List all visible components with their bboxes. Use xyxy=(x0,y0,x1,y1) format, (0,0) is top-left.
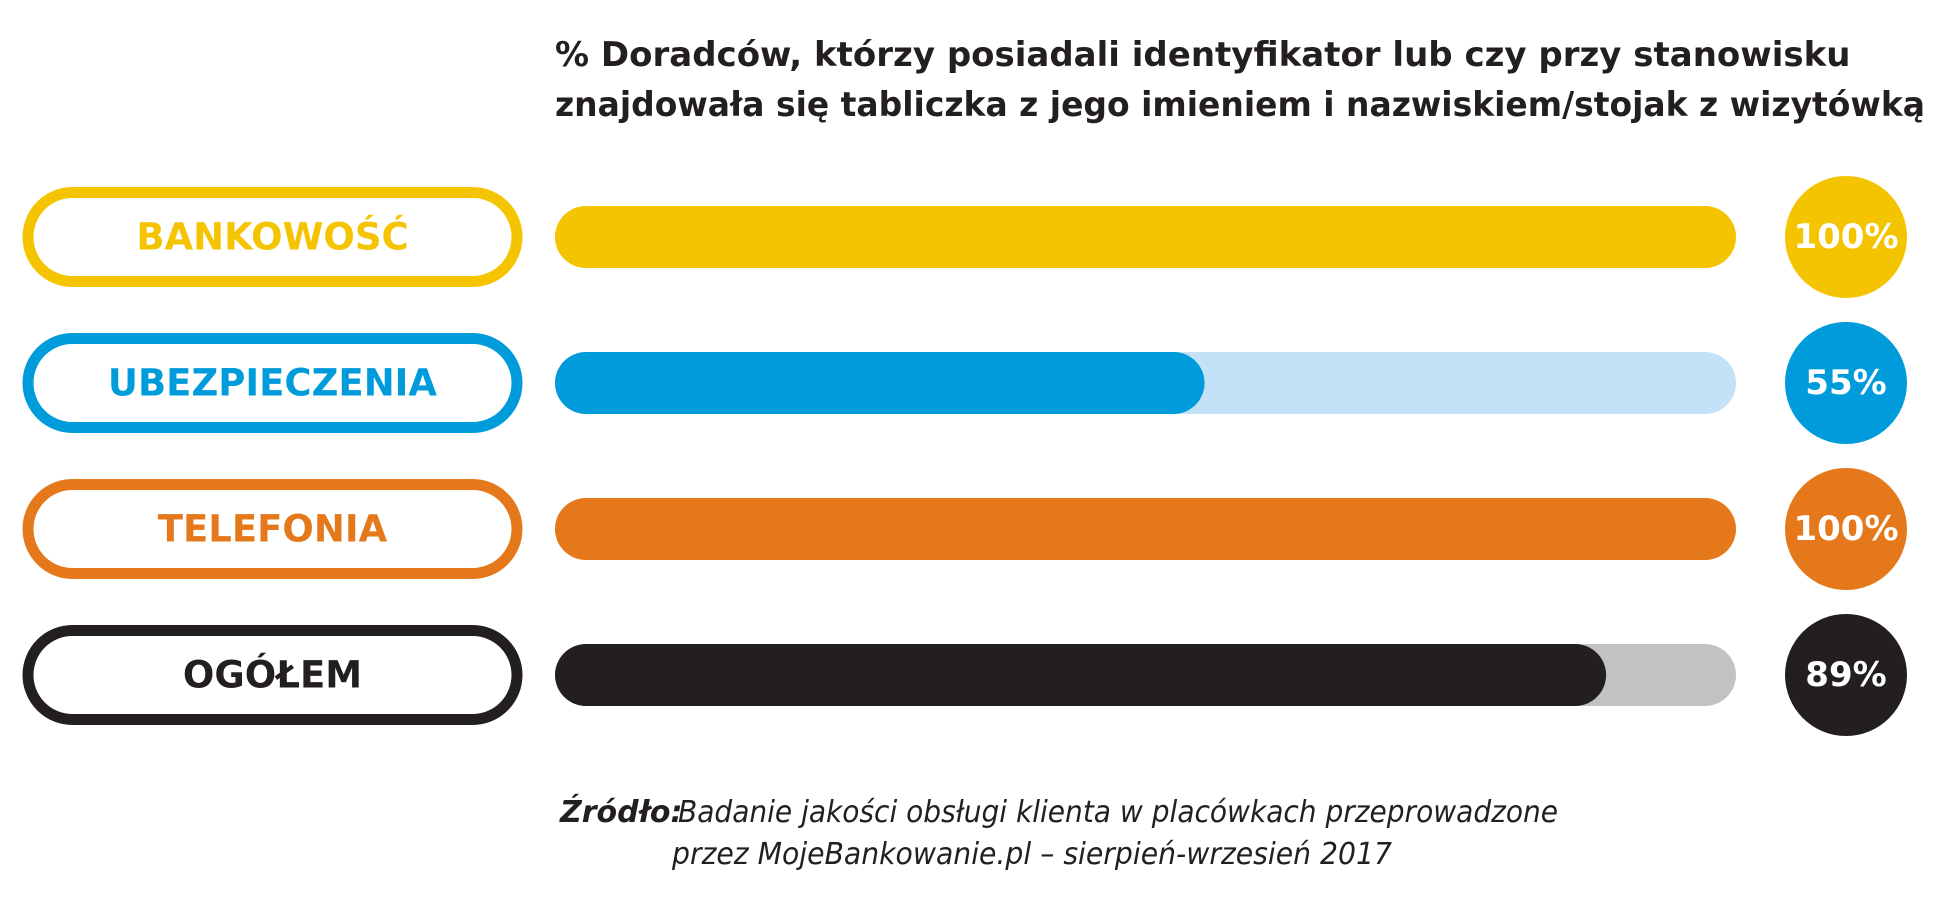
bar-ubezpieczenia xyxy=(555,352,1205,414)
source-line-2: przez MojeBankowanie.pl – sierpień-wrzes… xyxy=(671,837,1392,872)
bar-row-ubezpieczenia: UBEZPIECZENIA 55% xyxy=(22,322,1907,444)
category-label-bankowosc: BANKOWOŚĆ xyxy=(136,215,408,259)
value-circle-bankowosc xyxy=(1785,176,1907,298)
bar-bankowosc xyxy=(555,206,1736,268)
value-label-ogolem: 89% xyxy=(1805,655,1886,695)
value-circle-ubezpieczenia xyxy=(1785,322,1907,444)
category-label-telefonia: TELEFONIA xyxy=(158,508,388,551)
bar-row-telefonia: TELEFONIA 100% xyxy=(22,468,1907,590)
value-circle-telefonia xyxy=(1785,468,1907,590)
category-pill-telefonia xyxy=(22,479,523,579)
bar-ogolem xyxy=(555,644,1607,706)
category-pill-ubezpieczenia xyxy=(22,333,523,433)
chart-title-line-1: % Doradców, którzy posiadali identyfikat… xyxy=(555,35,1850,75)
category-pill-ogolem xyxy=(22,625,523,725)
bar-row-bankowosc: BANKOWOŚĆ 100% xyxy=(22,176,1907,298)
bar-telefonia xyxy=(555,498,1736,560)
bar-rows: BANKOWOŚĆ 100% UBEZPIECZENIA 55% TELEFONIA 10… xyxy=(22,176,1907,736)
category-label-ubezpieczenia: UBEZPIECZENIA xyxy=(108,362,437,405)
category-label-ogolem: OGÓŁEM xyxy=(183,653,362,697)
value-label-ubezpieczenia: 55% xyxy=(1805,363,1886,403)
value-label-telefonia: 100% xyxy=(1793,509,1898,549)
bar-row-ogolem: OGÓŁEM 89% xyxy=(22,614,1907,736)
value-label-bankowosc: 100% xyxy=(1793,217,1898,257)
category-pill-bankowosc xyxy=(22,187,523,287)
source-note: Źródło: Badanie jakości obsługi klienta … xyxy=(559,794,1558,872)
source-label: Źródło: xyxy=(559,794,683,830)
chart-title: % Doradców, którzy posiadali identyfikat… xyxy=(555,35,1925,125)
source-line-1: Badanie jakości obsługi klienta w placów… xyxy=(678,795,1558,830)
chart-title-line-2: znajdowała się tabliczka z jego imieniem… xyxy=(555,85,1925,125)
value-circle-ogolem xyxy=(1785,614,1907,736)
